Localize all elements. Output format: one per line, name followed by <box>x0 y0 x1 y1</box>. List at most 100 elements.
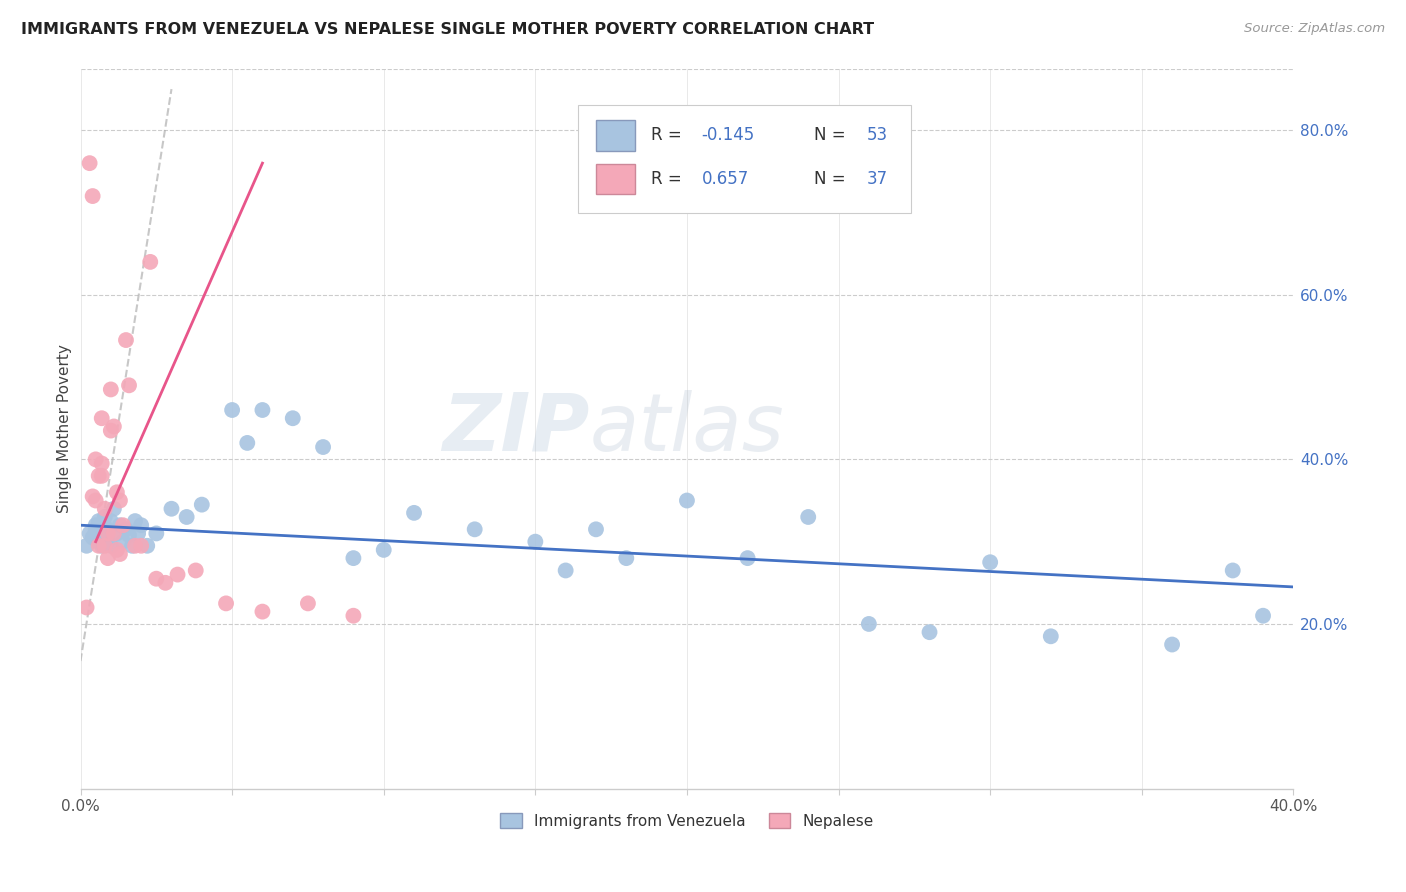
Point <box>87 539 110 553</box>
Point <box>918 625 941 640</box>
Point <box>90 468 112 483</box>
Point <box>155 575 177 590</box>
Point <box>1161 638 1184 652</box>
Point <box>87 514 110 528</box>
Point <box>221 403 243 417</box>
Point <box>100 514 122 528</box>
Point <box>97 551 120 566</box>
Point <box>236 436 259 450</box>
Point <box>97 522 120 536</box>
Point <box>90 411 112 425</box>
Point <box>215 596 238 610</box>
Point <box>94 531 117 545</box>
Point <box>121 539 143 553</box>
Point <box>82 189 104 203</box>
Point <box>124 539 146 553</box>
Point <box>797 510 820 524</box>
Point <box>105 526 128 541</box>
Point <box>105 542 128 557</box>
Point <box>100 539 122 553</box>
Point <box>342 551 364 566</box>
Point <box>97 534 120 549</box>
Point <box>402 506 425 520</box>
Text: N =: N = <box>814 127 851 145</box>
FancyBboxPatch shape <box>596 120 634 151</box>
Point <box>100 383 122 397</box>
Text: atlas: atlas <box>591 390 785 467</box>
Point <box>84 493 107 508</box>
Point <box>614 551 637 566</box>
Point <box>79 526 101 541</box>
Point <box>84 452 107 467</box>
Point <box>129 539 152 553</box>
Point <box>94 539 117 553</box>
Point <box>82 531 104 545</box>
Point <box>184 564 207 578</box>
Point <box>103 526 125 541</box>
Point <box>524 534 547 549</box>
Point <box>94 501 117 516</box>
FancyBboxPatch shape <box>578 104 911 212</box>
Text: N =: N = <box>814 169 851 187</box>
Point <box>124 514 146 528</box>
Point <box>103 501 125 516</box>
Text: R =: R = <box>651 127 686 145</box>
Y-axis label: Single Mother Poverty: Single Mother Poverty <box>58 344 72 513</box>
Point <box>676 493 699 508</box>
Point <box>84 522 107 536</box>
FancyBboxPatch shape <box>596 163 634 194</box>
Point <box>118 378 141 392</box>
Point <box>84 518 107 533</box>
Point <box>100 424 122 438</box>
Point <box>118 528 141 542</box>
Point <box>145 572 167 586</box>
Point <box>97 526 120 541</box>
Point <box>342 608 364 623</box>
Point <box>252 403 274 417</box>
Point <box>312 440 335 454</box>
Text: R =: R = <box>651 169 686 187</box>
Point <box>82 490 104 504</box>
Point <box>129 518 152 533</box>
Text: ZIP: ZIP <box>443 390 591 467</box>
Point <box>145 526 167 541</box>
Point <box>90 526 112 541</box>
Legend: Immigrants from Venezuela, Nepalese: Immigrants from Venezuela, Nepalese <box>495 807 880 835</box>
Point <box>94 510 117 524</box>
Point <box>585 522 607 536</box>
Point <box>166 567 188 582</box>
Point <box>87 534 110 549</box>
Point <box>858 616 880 631</box>
Point <box>111 518 134 533</box>
Point <box>90 539 112 553</box>
Point <box>191 498 214 512</box>
Text: 0.657: 0.657 <box>702 169 749 187</box>
Point <box>127 526 149 541</box>
Point <box>111 534 134 549</box>
Point <box>979 555 1001 569</box>
Point <box>1222 564 1244 578</box>
Text: Source: ZipAtlas.com: Source: ZipAtlas.com <box>1244 22 1385 36</box>
Point <box>252 605 274 619</box>
Text: 37: 37 <box>866 169 887 187</box>
Point <box>105 485 128 500</box>
Point <box>87 468 110 483</box>
Text: IMMIGRANTS FROM VENEZUELA VS NEPALESE SINGLE MOTHER POVERTY CORRELATION CHART: IMMIGRANTS FROM VENEZUELA VS NEPALESE SI… <box>21 22 875 37</box>
Point <box>136 539 159 553</box>
Text: 53: 53 <box>866 127 887 145</box>
Point <box>79 156 101 170</box>
Point <box>115 333 138 347</box>
Point <box>373 542 395 557</box>
Point <box>103 419 125 434</box>
Point <box>1251 608 1274 623</box>
Point <box>76 539 98 553</box>
Point <box>108 547 131 561</box>
Point <box>108 493 131 508</box>
Point <box>76 600 98 615</box>
Point <box>281 411 304 425</box>
Point <box>90 457 112 471</box>
Point <box>160 501 183 516</box>
Point <box>464 522 486 536</box>
Point <box>176 510 198 524</box>
Point <box>737 551 759 566</box>
